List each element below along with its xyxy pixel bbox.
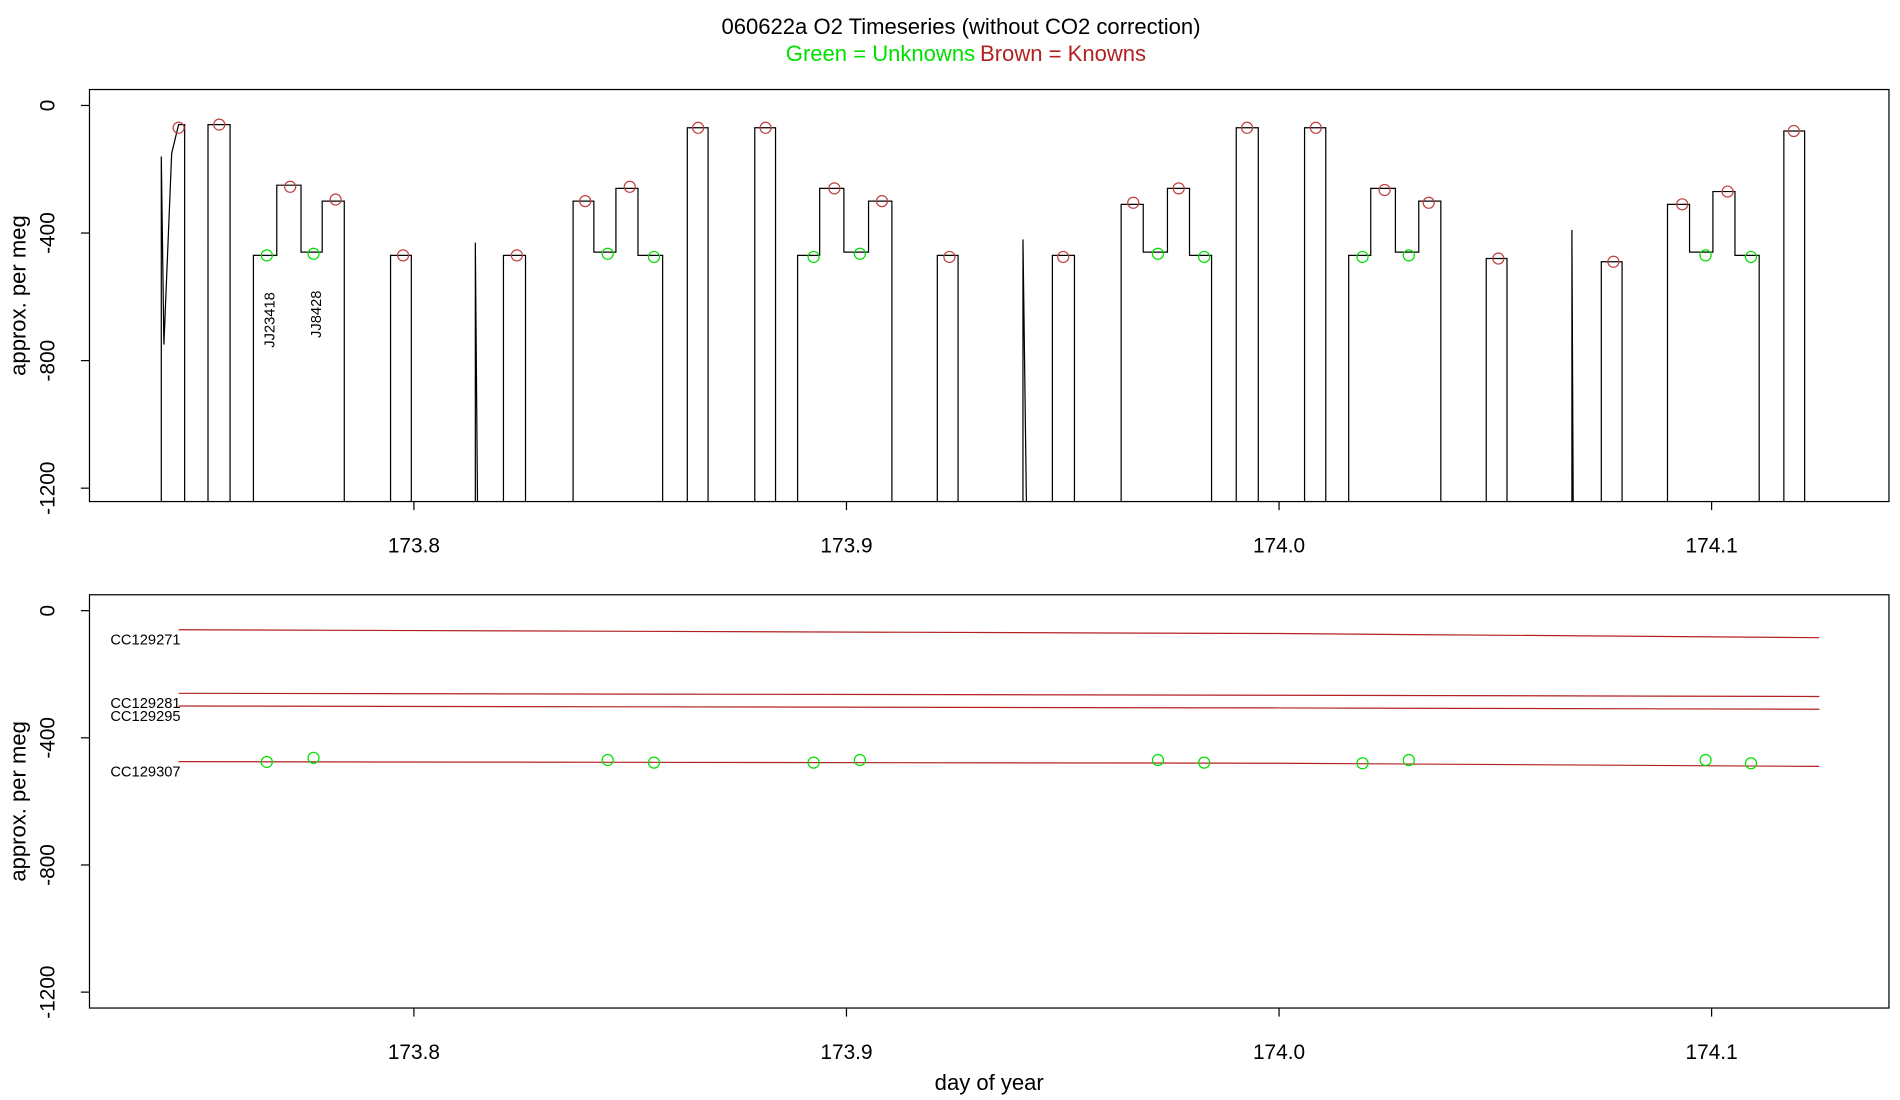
x-tick-label: 174.1 — [1686, 1041, 1738, 1064]
data-point — [284, 180, 297, 193]
plot-area — [160, 118, 1806, 502]
data-point — [647, 756, 661, 769]
series-line — [178, 705, 1820, 710]
data-point — [1198, 756, 1211, 769]
data-point — [1422, 196, 1435, 209]
x-tick-label: 173.9 — [820, 534, 872, 557]
data-point — [647, 250, 661, 264]
data-point — [601, 753, 614, 767]
data-point — [623, 180, 636, 193]
x-tick-label: 174.1 — [1686, 534, 1738, 557]
data-point — [329, 193, 342, 206]
series-label: CC129281 — [110, 696, 180, 712]
data-point — [307, 751, 320, 764]
data-point — [579, 195, 592, 208]
data-point — [1057, 250, 1070, 264]
series-label: CC129307 — [110, 765, 180, 781]
data-point — [213, 118, 226, 131]
subtitle: Green = Unknowns Brown = Knowns — [786, 41, 1146, 66]
data-point — [828, 182, 841, 195]
x-axis-label: day of year — [935, 1070, 1044, 1095]
data-point — [1721, 185, 1734, 198]
subtitle-part: Green = Unknowns — [786, 41, 975, 66]
data-point — [260, 249, 273, 262]
y-tick-label: -800 — [37, 844, 60, 886]
data-point — [875, 195, 889, 208]
data-point — [1402, 753, 1415, 767]
data-point — [853, 247, 867, 260]
data-point — [1492, 252, 1505, 265]
data-point — [172, 121, 185, 134]
data-point — [1744, 757, 1758, 770]
data-point — [1402, 249, 1415, 262]
chart-title: 060622a O2 Timeseries (without CO2 corre… — [722, 14, 1201, 39]
data-point — [396, 249, 410, 262]
data-point — [601, 247, 614, 260]
data-point — [1151, 247, 1165, 260]
data-point — [307, 247, 320, 260]
data-point — [759, 121, 772, 134]
point-label: JJ23418 — [262, 292, 278, 348]
y-tick-label: -400 — [37, 717, 60, 759]
series-line — [160, 123, 1806, 502]
data-point — [1607, 255, 1620, 268]
data-point — [807, 250, 820, 264]
data-point — [1744, 250, 1758, 264]
data-point — [853, 753, 867, 767]
data-point — [1699, 249, 1712, 262]
data-point — [1172, 182, 1185, 195]
series-label: CC129295 — [110, 709, 180, 725]
data-point — [1356, 757, 1369, 770]
y-tick-label: -1200 — [37, 965, 60, 1018]
x-tick-label: 174.0 — [1253, 534, 1305, 557]
data-point — [1787, 124, 1800, 138]
x-tick-label: 173.8 — [388, 534, 440, 557]
data-point — [943, 250, 956, 264]
data-point — [1699, 753, 1712, 767]
data-point — [510, 249, 523, 262]
data-point — [260, 755, 273, 769]
y-tick-label: -800 — [37, 340, 60, 382]
series-line — [178, 692, 1820, 698]
plot-frame — [88, 594, 1890, 1009]
series-label: CC129271 — [110, 633, 180, 649]
data-point — [1240, 121, 1254, 134]
series-line — [178, 629, 1820, 639]
y-axis-label: approx. per meg — [5, 721, 30, 882]
x-tick-label: 173.8 — [388, 1041, 440, 1064]
x-tick-label: 173.9 — [820, 1041, 872, 1064]
y-tick-label: -400 — [37, 212, 60, 254]
y-tick-label: 0 — [37, 605, 60, 617]
data-point — [807, 756, 820, 769]
data-point — [1676, 198, 1689, 211]
y-tick-label: 0 — [37, 100, 60, 112]
data-point — [691, 121, 705, 134]
x-tick-label: 174.0 — [1253, 1041, 1305, 1064]
data-point — [1378, 183, 1391, 197]
data-point — [1309, 121, 1322, 134]
plot-area — [178, 629, 1820, 770]
y-axis-label: approx. per meg — [5, 215, 30, 376]
y-tick-label: -1200 — [37, 462, 60, 515]
data-point — [1198, 250, 1211, 264]
series-line — [178, 761, 1820, 768]
subtitle-part: Brown = Knowns — [980, 41, 1146, 66]
data-point — [1356, 250, 1369, 264]
point-label: JJ8428 — [309, 291, 325, 338]
plot-frame — [88, 88, 1890, 503]
data-point — [1127, 196, 1140, 209]
data-point — [1151, 753, 1165, 767]
